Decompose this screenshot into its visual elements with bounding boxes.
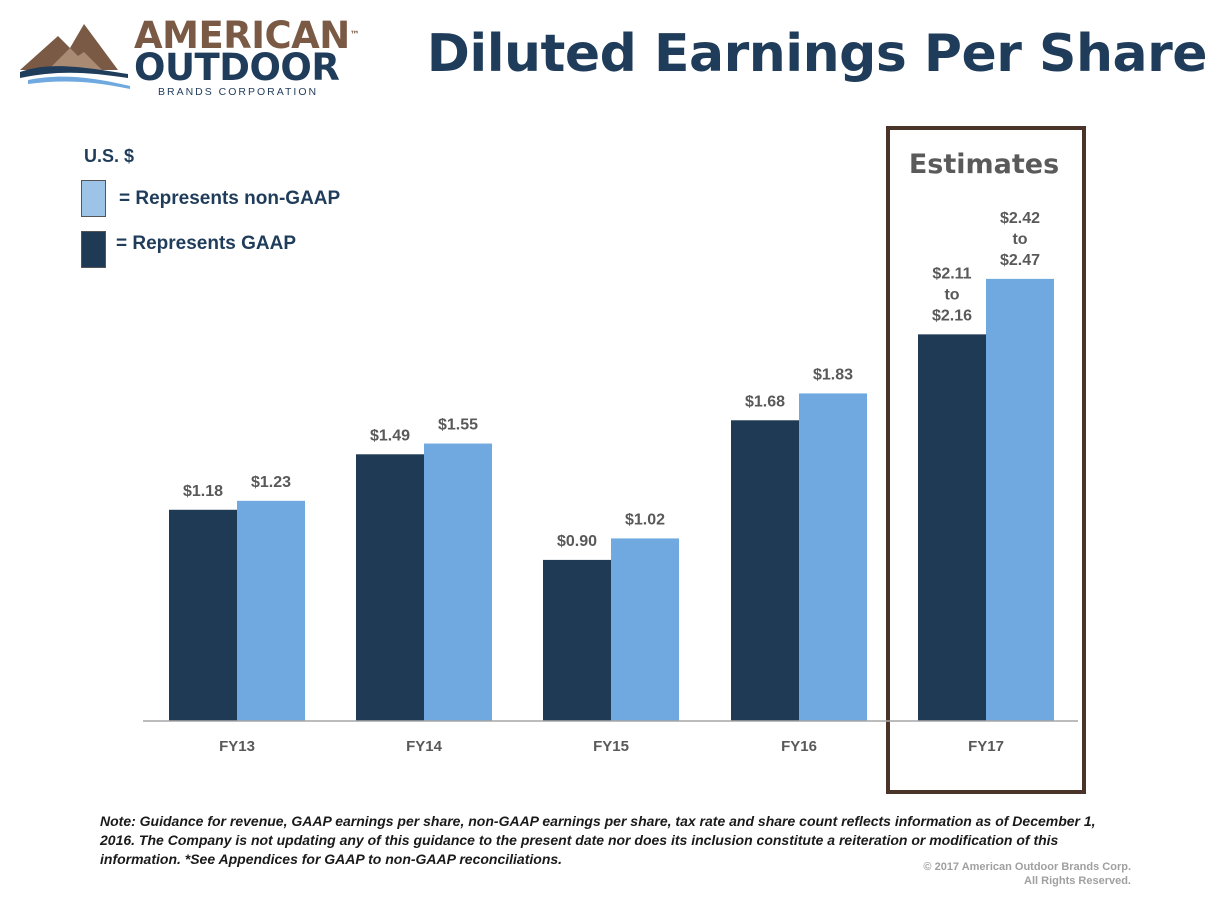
data-label-fy16-non-gaap: $1.83: [813, 366, 853, 383]
data-label-fy14-non-gaap: $1.55: [438, 417, 478, 434]
data-label-fy14-gaap: $1.49: [370, 427, 410, 444]
data-label-fy17-non-gaap: to: [1012, 231, 1027, 248]
legend-swatch-non-gaap: [81, 180, 106, 217]
x-tick-label-fy17: FY17: [968, 738, 1004, 755]
bar-fy16-non-gaap: [799, 393, 867, 721]
trademark: ™: [349, 30, 360, 41]
logo-text-american: AMERICAN™: [134, 14, 360, 57]
logo-text-outdoor: OUTDOOR: [134, 46, 340, 89]
bar-fy14-non-gaap: [424, 443, 492, 721]
legend-label-gaap: = Represents GAAP: [116, 233, 297, 254]
data-label-fy17-gaap: $2.16: [932, 307, 972, 324]
data-label-fy17-gaap: to: [944, 286, 959, 303]
bar-fy15-non-gaap: [611, 538, 679, 721]
estimates-box: [886, 126, 1086, 794]
guidance-note: Note: Guidance for revenue, GAAP earning…: [100, 813, 1096, 867]
data-label-fy17-non-gaap: $2.42: [1000, 210, 1040, 227]
estimates-label: Estimates: [908, 149, 1060, 180]
copyright-line2: All Rights Reserved.: [1024, 875, 1131, 887]
bar-fy15-gaap: [543, 559, 611, 721]
data-label-fy16-gaap: $1.68: [745, 393, 785, 410]
page-title: Diluted Earnings Per Share: [426, 24, 1208, 84]
data-label-fy17-gaap: $2.11: [932, 265, 971, 282]
currency-label: U.S. $: [84, 146, 135, 166]
legend-label-non-gaap: = Represents non-GAAP: [119, 188, 341, 209]
company-logo: AMERICAN™ OUTDOOR BRANDS CORPORATION: [18, 14, 360, 98]
data-label-fy13-gaap: $1.18: [183, 483, 223, 500]
mountain-logo-icon: [20, 24, 130, 89]
copyright-line1: © 2017 American Outdoor Brands Corp.: [923, 861, 1131, 873]
bar-fy13-non-gaap: [237, 500, 305, 721]
data-label-fy15-non-gaap: $1.02: [625, 511, 665, 528]
x-tick-label-fy13: FY13: [219, 738, 255, 755]
data-label-fy17-non-gaap: $2.47: [1000, 252, 1040, 269]
data-label-fy15-gaap: $0.90: [557, 533, 597, 550]
bar-fy13-gaap: [169, 509, 237, 721]
bar-fy14-gaap: [356, 454, 424, 721]
logo-text-brands: BRANDS CORPORATION: [158, 86, 319, 98]
bar-fy17-non-gaap: [986, 278, 1054, 721]
x-tick-label-fy15: FY15: [593, 738, 629, 755]
copyright: © 2017 American Outdoor Brands Corp. All…: [923, 860, 1131, 888]
bar-fy17-gaap: [918, 334, 986, 721]
legend-swatch-gaap: [81, 231, 106, 268]
data-label-fy13-non-gaap: $1.23: [251, 474, 291, 491]
x-tick-label-fy16: FY16: [781, 738, 817, 755]
x-tick-label-fy14: FY14: [406, 738, 443, 755]
bar-fy16-gaap: [731, 420, 799, 721]
